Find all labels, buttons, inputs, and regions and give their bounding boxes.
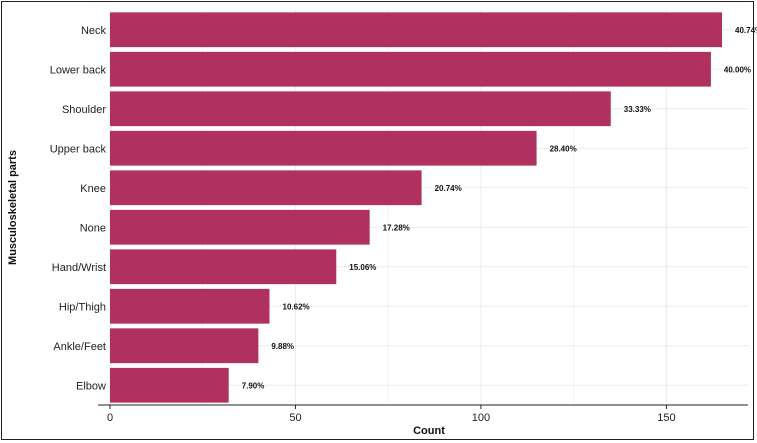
bar [110,170,422,206]
y-tick-label: Neck [81,25,107,37]
bars [110,12,723,403]
x-tick-label: 50 [289,412,301,424]
y-axis-title: Musculoskeletal parts [7,150,19,265]
bar-value-label: 17.28% [383,223,410,232]
y-tick-label: Knee [80,183,106,195]
bar [110,249,337,285]
bar [110,328,259,364]
bar-value-label: 33.33% [624,105,651,114]
data-labels: 40.74% 40.00% 33.33% 28.40% 20.74% 17.28% 15.0… [242,26,757,391]
y-tick-label: Upper back [50,143,107,155]
y-tick-label: None [80,222,106,234]
bar [110,130,537,166]
bar-value-label: 40.00% [724,65,751,74]
y-tick-label: Ankle/Feet [53,341,106,353]
y-tick-label: Hand/Wrist [52,262,106,274]
x-tick-label: 100 [472,412,490,424]
bar-value-label: 15.06% [349,263,376,272]
bar-value-label: 10.62% [283,302,310,311]
y-tick-label: Lower back [50,64,107,76]
bar-value-label: 7.90% [242,381,265,390]
y-tick-labels: Neck Lower back Shoulder Upper back Knee None… [50,25,107,393]
y-tick-label: Hip/Thigh [59,301,106,313]
bar [110,367,229,403]
bar [110,288,270,324]
x-tick-label: 0 [107,412,113,424]
y-tick-label: Elbow [76,380,106,392]
bar [110,91,611,127]
x-axis-title: Count [413,425,445,437]
y-tick-label: Shoulder [62,104,106,116]
bar-value-label: 9.88% [271,342,294,351]
bar-value-label: 20.74% [435,184,462,193]
bar-value-label: 40.74% [735,26,757,35]
x-tick-label: 150 [657,412,675,424]
bar [110,12,723,48]
bar-value-label: 28.40% [550,144,577,153]
bar [110,209,370,245]
bar [110,51,711,87]
x-tick-labels: 0 50 100 150 [107,405,676,424]
